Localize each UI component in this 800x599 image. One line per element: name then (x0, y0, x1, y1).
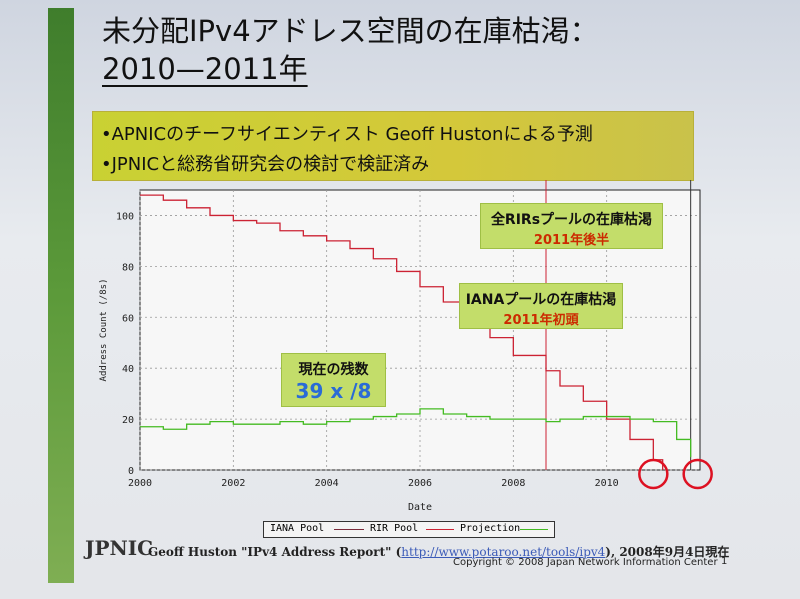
legend-projection-swatch (520, 529, 548, 530)
callout-iana-date: 2011年初頭 (503, 313, 579, 328)
y-tick-label: 60 (122, 313, 134, 324)
chart-area: 0 20 40 60 80 100 2000 2002 2004 2006 2008 2010 Date… (90, 170, 795, 525)
y-axis-label: Address Count (/8s) (99, 279, 109, 382)
callout-iana-label: IANAプールの在庫枯渇 (465, 292, 617, 308)
rir-depletion-circle (682, 458, 713, 490)
chart-legend: IANA Pool RIR Pool Projection (263, 521, 555, 538)
jpnic-logo: JPNIC (85, 538, 153, 558)
bullet-1: •APNICのチーフサイエンティスト Geoff Hustonによる予測 (101, 124, 593, 145)
footer-suffix: ), 2008年9月4日現在 (605, 545, 730, 559)
title-line-2: 2010—2011年 (102, 52, 308, 86)
x-axis-label: Date (408, 502, 432, 513)
legend-rir-swatch (426, 529, 454, 530)
logo-text: JPNIC (85, 536, 154, 560)
legend-projection-label: Projection (460, 523, 521, 534)
x-tick-label: 2010 (595, 478, 619, 489)
y-tick-label: 40 (122, 364, 134, 375)
iana-pool-line (140, 194, 664, 470)
footer-citation: Geoff Huston "IPv4 Address Report" (http… (148, 543, 729, 560)
callout-rirs-label: 全RIRsプールの在庫枯渇 (490, 212, 653, 228)
callout-current-label: 現在の残数 (298, 362, 369, 378)
legend-rir-label: RIR Pool (370, 523, 419, 534)
x-tick-label: 2006 (408, 478, 432, 489)
page-number: 1 (721, 556, 728, 567)
legend-iana-swatch (334, 529, 364, 530)
y-tick-label: 0 (128, 466, 134, 477)
title-line-1: 未分配IPv4アドレス空間の在庫枯渇： (102, 14, 599, 48)
x-tick-label: 2008 (501, 478, 525, 489)
iana-depletion-circle (638, 458, 669, 490)
x-tick-label: 2002 (221, 478, 245, 489)
x-tick-label: 2000 (128, 478, 152, 489)
footer-text: Geoff Huston "IPv4 Address Report" ( (148, 545, 402, 559)
y-tick-label: 20 (122, 415, 134, 426)
copyright: Copyright © 2008 Japan Network Informati… (453, 557, 718, 568)
bullet-box: •APNICのチーフサイエンティスト Geoff Hustonによる予測 •JP… (92, 111, 694, 181)
rir-pool-line (140, 408, 692, 458)
footer-link[interactable]: http://www.potaroo.net/tools/ipv4 (401, 545, 606, 559)
y-tick-label: 100 (116, 211, 134, 222)
bullet-2: •JPNICと総務省研究会の検討で検証済み (101, 154, 430, 175)
callout-rirs: 全RIRsプールの在庫枯渇 2011年後半 (480, 203, 663, 249)
callout-rirs-date: 2011年後半 (533, 233, 610, 248)
y-tick-label: 80 (122, 262, 134, 273)
slide-title: 未分配IPv4アドレス空間の在庫枯渇： 2010—2011年 (102, 12, 599, 88)
legend-iana-label: IANA Pool (270, 523, 325, 534)
callout-current-value: 39 x /8 (295, 379, 372, 403)
callout-current: 現在の残数 39 x /8 (281, 353, 386, 407)
callout-iana: IANAプールの在庫枯渇 2011年初頭 (459, 283, 623, 329)
chart-svg: 0 20 40 60 80 100 2000 2002 2004 2006 2008 2010 Date… (99, 170, 713, 513)
x-tick-label: 2004 (315, 478, 339, 489)
left-accent-bar (48, 8, 74, 583)
